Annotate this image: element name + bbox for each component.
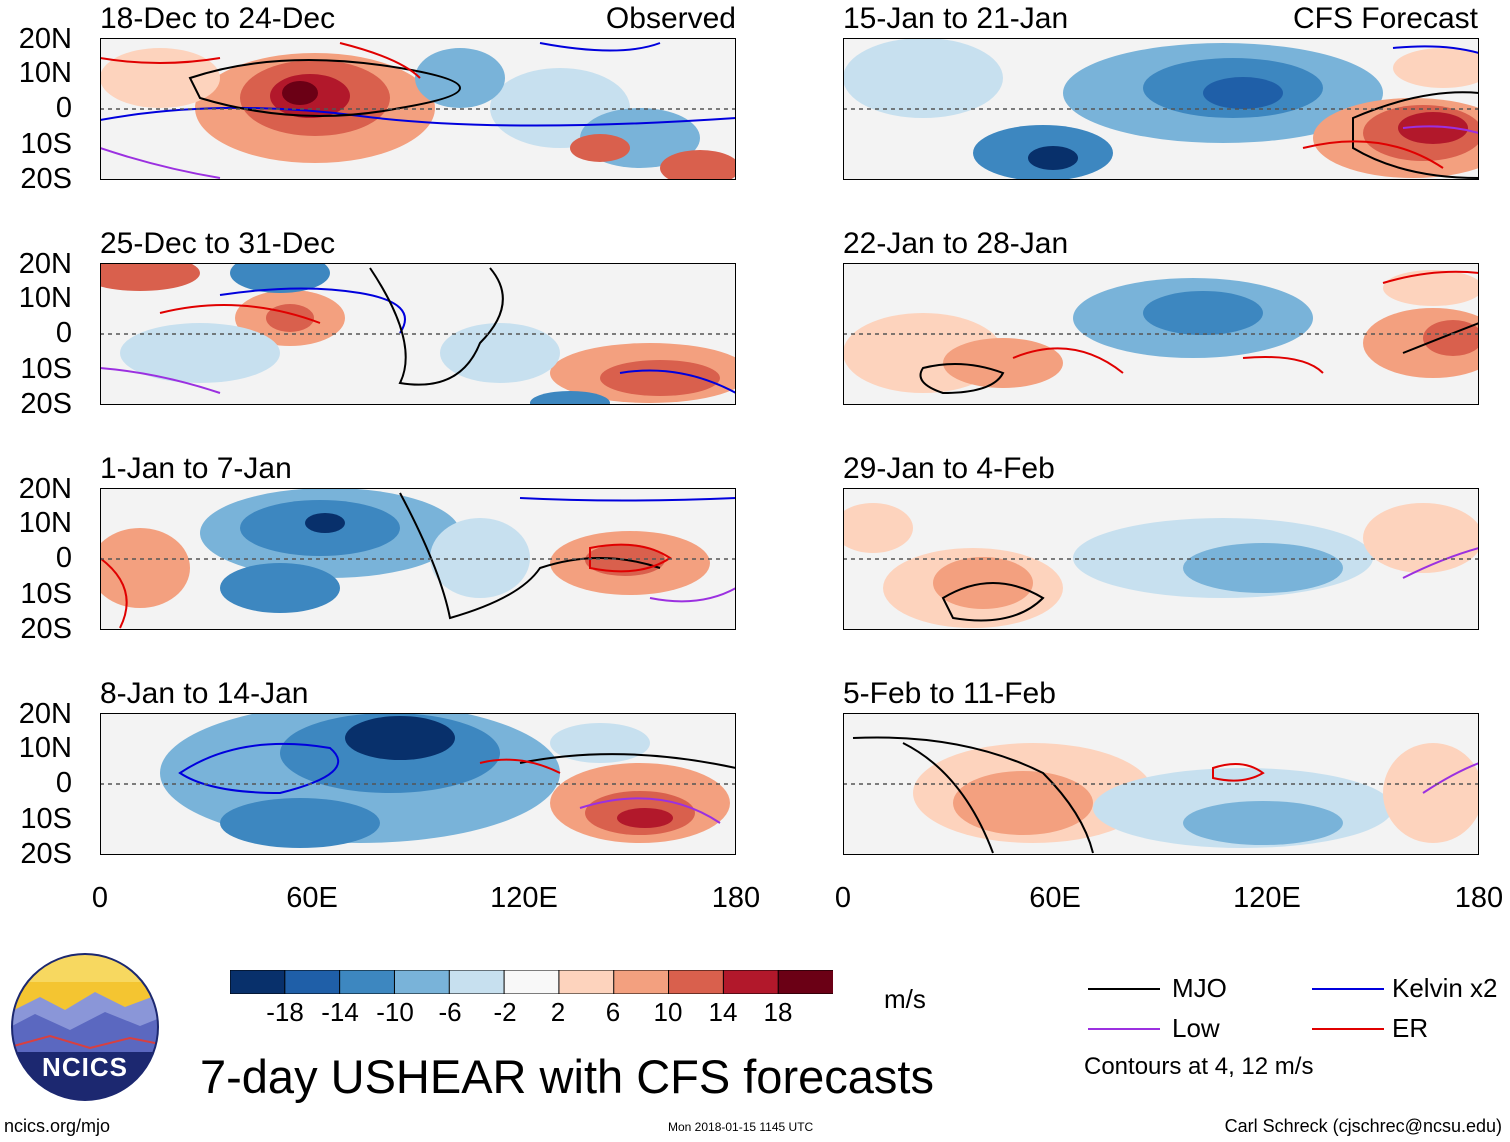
colorbar-unit: m/s — [884, 984, 926, 1014]
lat-tick: 20N — [18, 248, 72, 280]
lat-tick: 20N — [18, 23, 72, 55]
footer-timestamp: Mon 2018-01-15 1145 UTC — [668, 1120, 814, 1134]
map-panel-left-1 — [100, 38, 736, 180]
colorbar-swatch — [777, 969, 834, 995]
colorbar-tick-label: 6 — [605, 997, 621, 1027]
lat-tick: 20N — [18, 473, 72, 505]
colorbar-labels: -18 -14 -10 -6 -2 2 6 10 14 18 — [230, 999, 833, 1027]
lat-tick: 10S — [20, 128, 72, 160]
lat-tick: 10S — [20, 803, 72, 835]
map-panel-right-1 — [843, 38, 1479, 180]
lat-tick: 10N — [18, 507, 72, 539]
lat-tick: 0 — [55, 317, 72, 349]
colorbar-tick-label: 10 — [653, 997, 683, 1027]
colorbar-tick-label: -2 — [493, 997, 517, 1027]
cfs-forecast-label: CFS Forecast — [1292, 2, 1478, 35]
colorbar-tick-label: -18 — [266, 997, 304, 1027]
colorbar-swatch — [668, 969, 725, 995]
lat-tick: 20S — [20, 388, 72, 420]
colorbar-swatch — [448, 969, 506, 995]
colorbar-swatch — [284, 969, 341, 995]
colorbar-swatches — [229, 969, 834, 995]
lat-tick: 10N — [18, 57, 72, 89]
legend-line-mjo — [1088, 988, 1160, 990]
colorbar-swatch — [229, 969, 286, 995]
colorbar-swatch — [722, 969, 780, 995]
panel-title: 29-Jan to 4-Feb — [843, 452, 1055, 485]
panel-title: 22-Jan to 28-Jan — [843, 227, 1069, 260]
lon-tick: 60E — [1029, 882, 1081, 914]
lat-tick: 10N — [18, 732, 72, 764]
lon-tick: 0 — [834, 882, 852, 914]
footer-left[interactable]: ncics.org/mjo — [4, 1116, 111, 1136]
colorbar-tick-label: 18 — [763, 997, 793, 1027]
legend-line-er — [1312, 1028, 1384, 1030]
colorbar-tick-label: -6 — [438, 997, 462, 1027]
map-panel-left-3 — [100, 488, 736, 630]
lat-tick: 20S — [20, 613, 72, 645]
legend-label-er: ER — [1392, 1013, 1429, 1043]
lat-tick: 10N — [18, 282, 72, 314]
legend-label-mjo: MJO — [1172, 973, 1227, 1003]
colorbar-swatch — [339, 969, 396, 995]
lon-tick: 120E — [490, 882, 558, 914]
map-panel-right-4 — [843, 713, 1479, 855]
map-panel-left-4 — [100, 713, 736, 855]
colorbar-tick-label: -10 — [376, 997, 414, 1027]
panel-title: 25-Dec to 31-Dec — [100, 227, 336, 260]
colorbar-tick-label: 14 — [708, 997, 738, 1027]
lon-tick: 180 — [1454, 882, 1504, 914]
lon-tick: 120E — [1233, 882, 1301, 914]
lat-tick: 0 — [55, 767, 72, 799]
lat-tick: 0 — [55, 92, 72, 124]
map-panel-right-3 — [843, 488, 1479, 630]
colorbar-swatch — [503, 969, 560, 995]
lon-tick: 60E — [286, 882, 338, 914]
colorbar-tick-label: 2 — [550, 997, 566, 1027]
lat-tick: 20S — [20, 838, 72, 870]
panel-title: 15-Jan to 21-Jan — [843, 2, 1069, 35]
legend-note: Contours at 4, 12 m/s — [1084, 1053, 1314, 1080]
observed-label: Observed — [605, 2, 736, 35]
lon-tick: 0 — [91, 882, 109, 914]
logo-text: NCICS — [42, 1052, 128, 1082]
lat-tick: 10S — [20, 578, 72, 610]
map-panel-right-2 — [843, 263, 1479, 405]
lat-tick: 20N — [18, 698, 72, 730]
panel-title: 5-Feb to 11-Feb — [843, 677, 1056, 710]
panel-title: 8-Jan to 14-Jan — [100, 677, 309, 710]
legend-line-low — [1088, 1028, 1160, 1030]
legend-label-low: Low — [1172, 1013, 1220, 1043]
lat-tick: 0 — [55, 542, 72, 574]
lon-tick: 180 — [711, 882, 761, 914]
map-panel-left-2 — [100, 263, 736, 405]
colorbar-swatch — [613, 969, 670, 995]
panel-title: 1-Jan to 7-Jan — [100, 452, 292, 485]
colorbar-swatch — [393, 969, 451, 995]
legend-line-kelvin — [1312, 988, 1384, 990]
colorbar-swatch — [558, 969, 615, 995]
colorbar-tick-label: -14 — [321, 997, 359, 1027]
ncics-logo: NCICS — [10, 952, 160, 1102]
lat-tick: 20S — [20, 163, 72, 195]
main-title: 7-day USHEAR with CFS forecasts — [200, 1050, 934, 1103]
legend-label-kelvin: Kelvin x2 — [1392, 973, 1498, 1003]
colorbar — [229, 969, 834, 995]
footer-right: Carl Schreck (cjschrec@ncsu.edu) — [1224, 1116, 1502, 1136]
lat-tick: 10S — [20, 353, 72, 385]
panel-title: 18-Dec to 24-Dec — [100, 2, 336, 35]
